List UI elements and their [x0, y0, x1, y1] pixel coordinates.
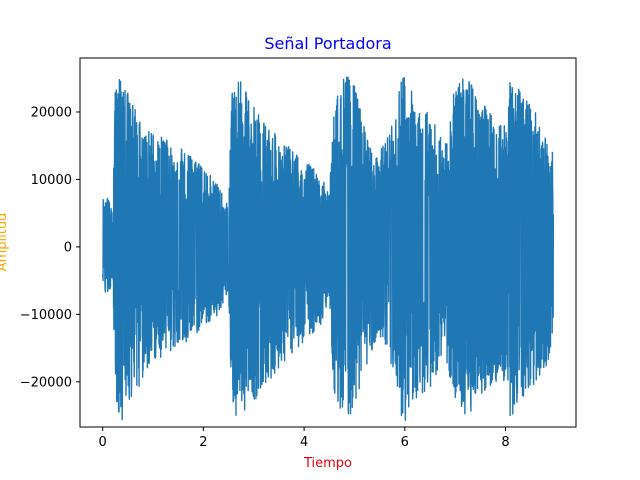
x-tick-label: 2	[199, 435, 207, 450]
x-tick-label: 8	[501, 435, 509, 450]
x-axis-label: Tiempo	[303, 456, 352, 471]
chart-title: Señal Portadora	[264, 34, 391, 53]
x-tick-label: 4	[300, 435, 308, 450]
signal-layer	[101, 76, 555, 421]
y-tick-label: 10000	[31, 173, 72, 188]
y-tick-label: 20000	[31, 105, 72, 120]
y-ticks: −20000 −10000 0 10000 20000	[20, 105, 80, 390]
x-tick-label: 6	[401, 435, 409, 450]
x-ticks: 0 2 4 6 8	[99, 427, 510, 450]
y-tick-label: −10000	[20, 308, 72, 323]
x-tick-label: 0	[99, 435, 107, 450]
signal-line-series-0	[101, 76, 555, 421]
y-tick-label: 0	[64, 240, 72, 255]
plot-frame	[79, 57, 577, 428]
y-tick-label: −20000	[20, 375, 72, 390]
y-axis-label: Amplitud	[0, 213, 10, 272]
